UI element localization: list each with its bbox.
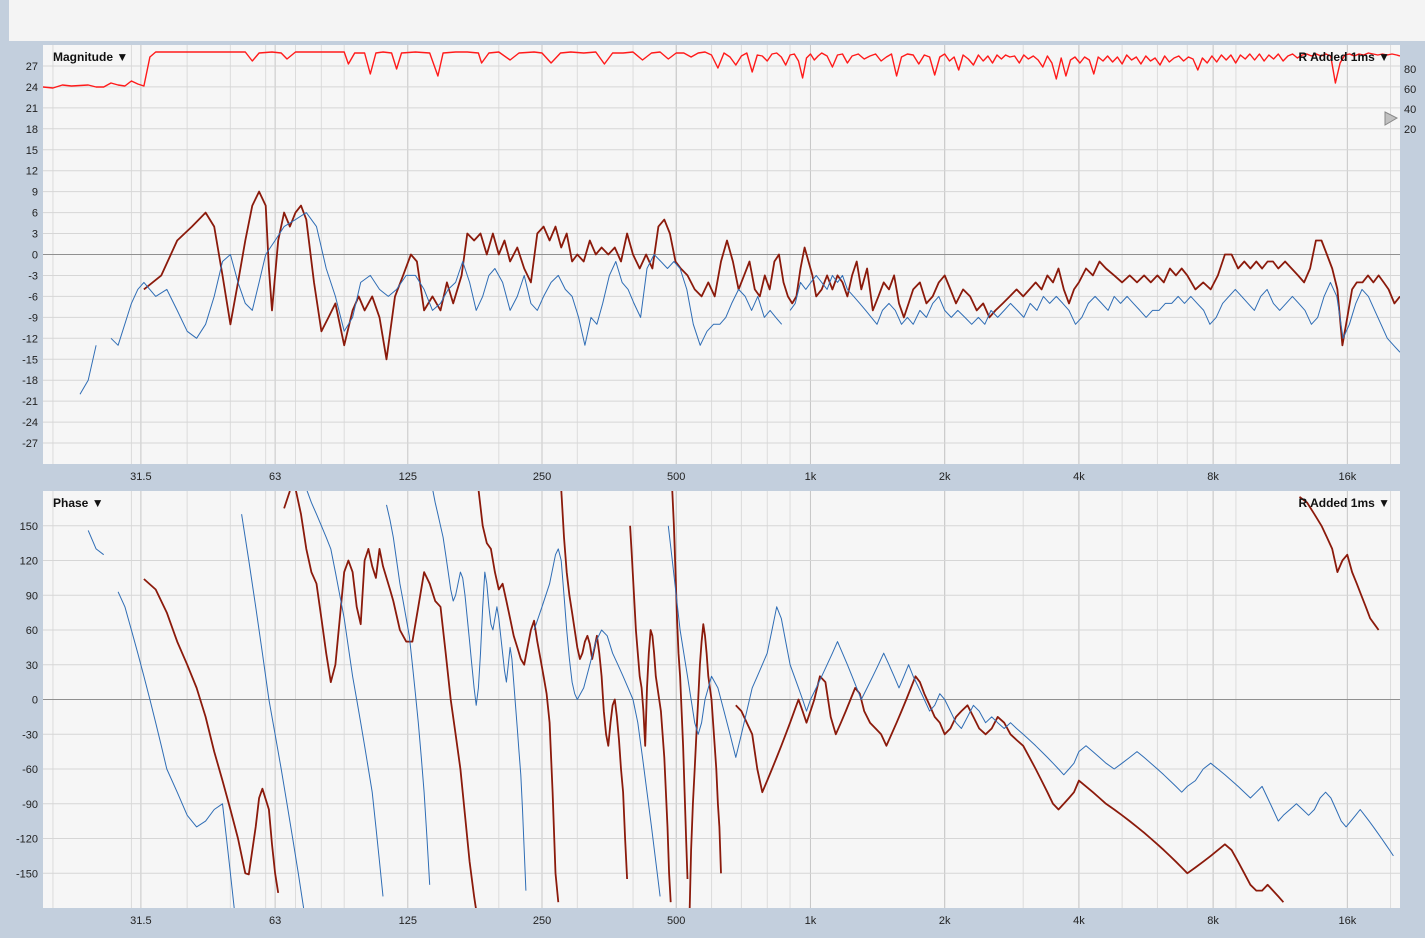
y-tick-label: -21	[22, 396, 38, 408]
toolbar-area	[9, 0, 1425, 42]
y-tick-label: -18	[22, 375, 38, 387]
y-tick-label: 18	[26, 124, 38, 136]
y-tick-label: -120	[16, 834, 38, 846]
y-tick-label: 21	[26, 103, 38, 115]
x-tick-label: 2k	[939, 915, 951, 927]
right-axis-tick-label: 60	[1404, 84, 1416, 96]
y-tick-label: 0	[32, 695, 38, 707]
y-tick-label: -12	[22, 333, 38, 345]
y-tick-label: -24	[22, 417, 38, 429]
x-tick-label: 4k	[1073, 915, 1085, 927]
x-tick-label: 63	[269, 915, 281, 927]
y-tick-label: -15	[22, 354, 38, 366]
y-tick-label: -60	[22, 764, 38, 776]
y-tick-label: 120	[20, 556, 38, 568]
x-tick-label: 8k	[1207, 471, 1219, 483]
y-tick-label: 6	[32, 208, 38, 220]
phase-chart: 31.5 63 125 250 500 1k 2k 4k 8k 16k 150 120 90 60 30 0 -…	[0, 489, 1425, 938]
trace-label-dropdown[interactable]: R Added 1ms ▼	[1299, 496, 1390, 510]
series-line-1	[87, 491, 1394, 908]
y-tick-label: 24	[26, 82, 38, 94]
y-tick-label: -150	[16, 868, 38, 880]
x-tick-label: 2k	[939, 471, 951, 483]
series-line-0	[143, 491, 1380, 908]
x-tick-label: 31.5	[130, 915, 151, 927]
x-tick-label: 125	[399, 915, 417, 927]
y-tick-label: 0	[32, 250, 38, 262]
y-tick-label: 12	[26, 166, 38, 178]
y-tick-label: -6	[28, 291, 38, 303]
panel-title-dropdown[interactable]: Magnitude ▼	[53, 50, 128, 64]
right-axis-tick-label: 40	[1404, 104, 1416, 116]
x-tick-label: 500	[667, 915, 685, 927]
series-line-0	[43, 51, 1400, 89]
trace-label-dropdown[interactable]: R Added 1ms ▼	[1299, 50, 1390, 64]
panel-title-dropdown[interactable]: Phase ▼	[53, 496, 104, 510]
x-tick-label: 250	[533, 915, 551, 927]
y-tick-label: 30	[26, 660, 38, 672]
x-tick-label: 4k	[1073, 471, 1085, 483]
x-tick-label: 16k	[1338, 471, 1356, 483]
series-line-1	[143, 190, 1400, 361]
x-tick-label: 1k	[805, 915, 817, 927]
y-tick-label: 90	[26, 590, 38, 602]
x-tick-label: 31.5	[130, 471, 151, 483]
x-tick-label: 125	[399, 471, 417, 483]
x-tick-label: 16k	[1338, 915, 1356, 927]
y-tick-label: 27	[26, 61, 38, 73]
right-axis-tick-label: 80	[1404, 64, 1416, 76]
x-tick-label: 1k	[805, 471, 817, 483]
x-tick-label: 250	[533, 471, 551, 483]
x-tick-label: 8k	[1207, 915, 1219, 927]
y-tick-label: -90	[22, 799, 38, 811]
y-tick-label: 9	[32, 187, 38, 199]
y-tick-label: -9	[28, 312, 38, 324]
x-tick-label: 500	[667, 471, 685, 483]
y-tick-label: 150	[20, 521, 38, 533]
y-tick-label: -3	[28, 270, 38, 282]
y-tick-label: -30	[22, 729, 38, 741]
magnitude-chart: 31.5 63 125 250 500 1k 2k 4k 8k 16k27242118151296…	[0, 41, 1425, 489]
right-axis-marker-icon[interactable]	[1384, 111, 1399, 126]
x-tick-label: 63	[269, 471, 281, 483]
series-line-2	[79, 212, 1400, 395]
y-tick-label: 15	[26, 145, 38, 157]
y-tick-label: -27	[22, 438, 38, 450]
y-tick-label: 60	[26, 625, 38, 637]
y-tick-label: 3	[32, 229, 38, 241]
right-axis-tick-label: 20	[1404, 124, 1416, 136]
